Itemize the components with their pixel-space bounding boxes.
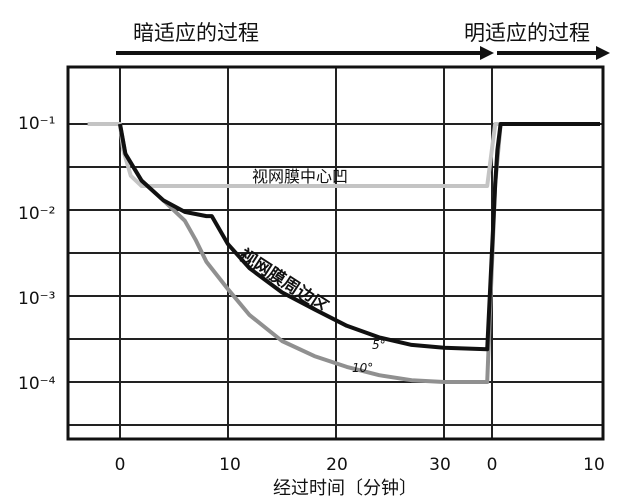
series-layer: [87, 122, 600, 384]
y-tick-label: 10⁻²: [18, 204, 55, 224]
x-tick-label: 10: [219, 455, 241, 475]
y-tick-label: 10⁻³: [18, 289, 55, 309]
plot-frame: [66, 65, 605, 441]
dark-phase-label: 暗适应的过程: [133, 21, 259, 45]
periphery-10deg-label: 10°: [352, 361, 373, 375]
fovea-label: 视网膜中心凹: [252, 167, 348, 186]
periphery-5deg-label: 5°: [372, 338, 386, 352]
series-line-1: [118, 122, 600, 352]
phase-header: 暗适应的过程 明适应的过程: [116, 21, 610, 60]
grid-lines: [68, 67, 603, 439]
light-phase-arrow-head: [596, 46, 610, 60]
light-phase-label: 明适应的过程: [464, 21, 590, 45]
x-tick-label: 10: [583, 455, 605, 475]
dark-phase-arrow-head: [480, 46, 494, 60]
x-tick-label: 0: [487, 455, 498, 475]
y-tick-label: 10⁻¹: [18, 114, 55, 134]
x-tick-label: 20: [326, 455, 348, 475]
x-tick-label: 30: [429, 455, 451, 475]
periphery-label: 视网膜周边区: [235, 245, 332, 318]
x-axis-label: 经过时间〔分钟〕: [273, 478, 417, 499]
y-tick-label: 10⁻⁴: [18, 374, 56, 394]
x-tick-label: 0: [115, 455, 126, 475]
